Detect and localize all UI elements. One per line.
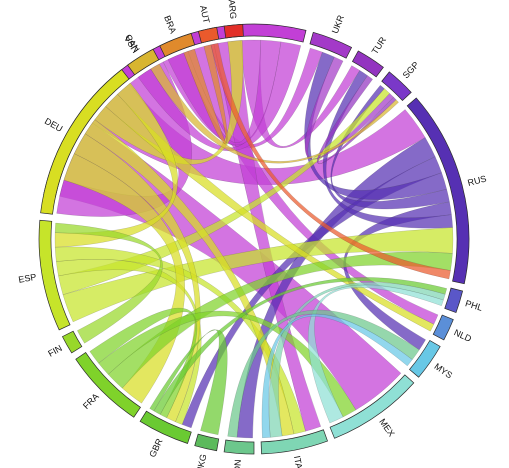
label-phl: PHL bbox=[464, 298, 484, 313]
arc-fra bbox=[75, 352, 141, 418]
label-ita: ITA bbox=[292, 455, 304, 468]
ribbon-deu-gbr bbox=[73, 133, 201, 423]
ribbon-idn-mys bbox=[227, 309, 420, 438]
arc-ukr bbox=[309, 31, 353, 59]
label-gbr: GBR bbox=[147, 436, 165, 458]
arc-fin bbox=[61, 330, 83, 354]
arc-esp bbox=[38, 219, 71, 331]
ribbon-layer bbox=[54, 39, 454, 439]
label-arg: ARG bbox=[227, 0, 239, 19]
arc-gbr bbox=[139, 410, 192, 444]
ribbon-can-sgp bbox=[150, 63, 399, 164]
arc-sgp bbox=[381, 71, 412, 102]
ribbon-rus-ukr bbox=[304, 51, 447, 200]
arc-nld bbox=[432, 314, 454, 341]
arc-can bbox=[127, 48, 160, 76]
arc-phl bbox=[444, 287, 464, 313]
ribbon-deu-fra bbox=[63, 153, 185, 404]
arc-hkg bbox=[194, 433, 220, 452]
ribbon-gbr-phl bbox=[153, 277, 447, 415]
label-rus: RUS bbox=[467, 173, 488, 187]
label-esp: ESP bbox=[18, 272, 37, 285]
ribbon-mys-ita bbox=[261, 313, 413, 439]
label-fra: FRA bbox=[81, 391, 101, 411]
ribbon-deu-esp bbox=[54, 82, 178, 248]
ribbon-rus-tur bbox=[322, 70, 453, 229]
label-idn: IDN bbox=[232, 459, 243, 468]
ribbon-gbr-hkg bbox=[149, 329, 228, 435]
arc-mys bbox=[409, 340, 441, 378]
ribbon-fra-mex bbox=[98, 310, 357, 418]
ribbon-ukr-sgp bbox=[304, 56, 394, 160]
arc-layer bbox=[38, 23, 470, 455]
label-mys: MYS bbox=[433, 361, 455, 380]
ribbon-tur-sgp bbox=[317, 75, 397, 165]
label-deu: DEU bbox=[43, 116, 64, 134]
label-nld: NLD bbox=[452, 327, 473, 344]
ribbon-deu-ita bbox=[84, 119, 295, 437]
label-ukr: UKR bbox=[330, 13, 346, 35]
arc-ita bbox=[260, 429, 328, 455]
arc-deu bbox=[40, 69, 130, 215]
arc-rus bbox=[406, 97, 470, 285]
label-sgp: SGP bbox=[401, 60, 421, 81]
arc-idn bbox=[223, 439, 255, 455]
arc-aut bbox=[197, 26, 220, 44]
arc-bra bbox=[159, 32, 196, 58]
label-mex: MEX bbox=[377, 417, 396, 439]
label-aut: AUT bbox=[198, 4, 212, 24]
label-hkg: HKG bbox=[194, 453, 208, 468]
ribbon-fin-esp bbox=[54, 222, 163, 344]
ribbon-aut-rus bbox=[210, 43, 451, 280]
ribbon-bra-aut bbox=[183, 44, 228, 144]
label-bra: BRA bbox=[162, 14, 178, 35]
arc-arg bbox=[223, 23, 244, 39]
arc-mex bbox=[329, 374, 415, 439]
label-fin: FIN bbox=[46, 343, 64, 359]
label-tur: TUR bbox=[370, 35, 389, 56]
arc-tur bbox=[351, 50, 384, 78]
